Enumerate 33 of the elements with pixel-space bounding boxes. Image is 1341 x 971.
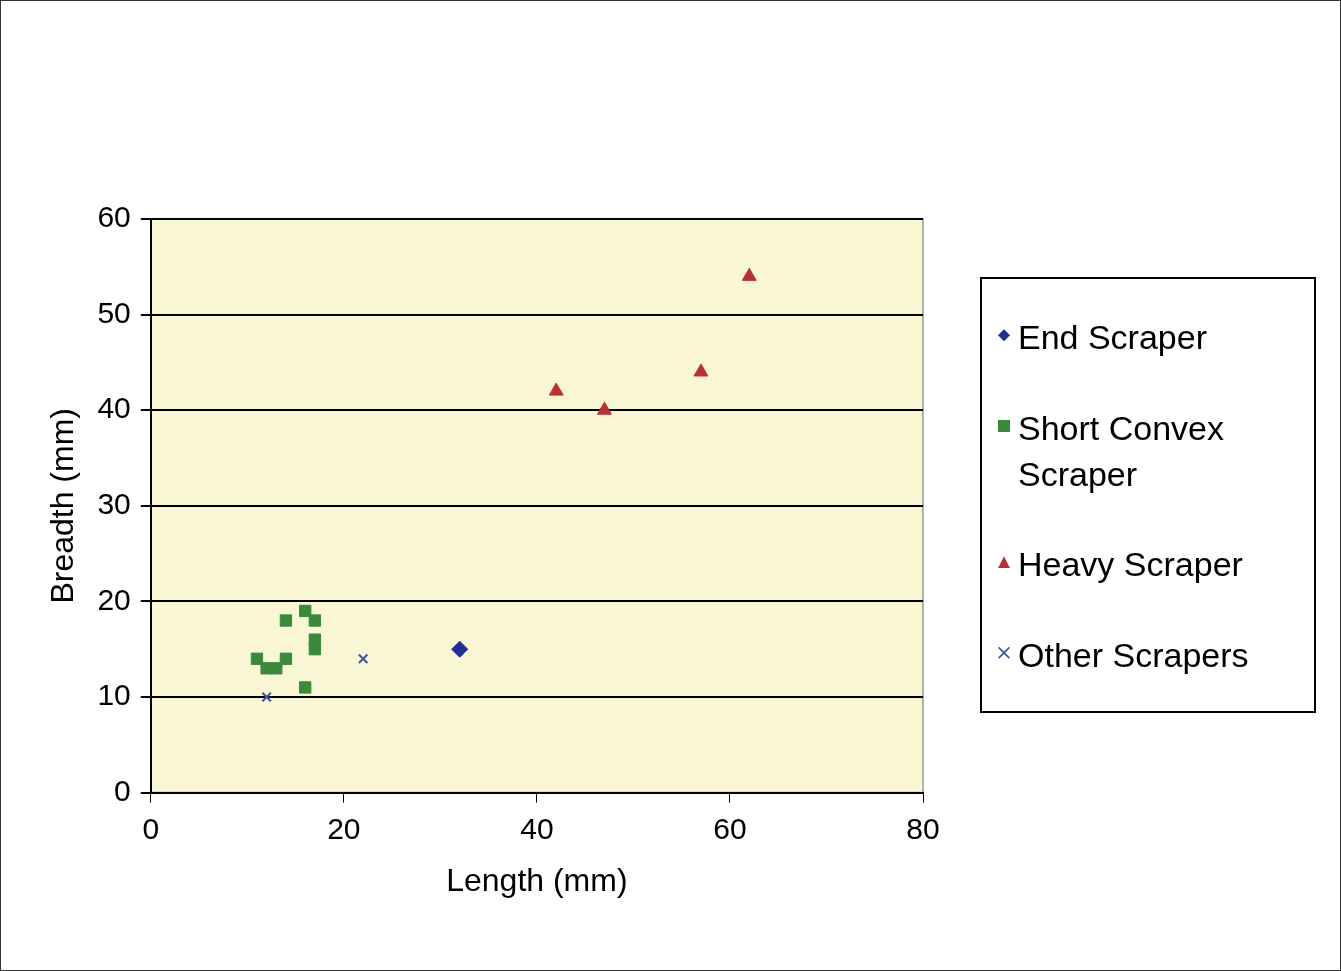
point: [548, 382, 564, 396]
legend-label: Other Scrapers: [1018, 634, 1249, 676]
y-axis-title: Breadth (mm): [44, 408, 81, 604]
x-tick-label: 0: [142, 811, 160, 845]
point: [279, 652, 293, 665]
x-tick-label: 40: [520, 811, 554, 845]
point: [270, 662, 283, 675]
y-tick-label: 20: [97, 582, 131, 616]
point: [250, 652, 264, 665]
point: [308, 614, 322, 627]
point: [597, 401, 612, 415]
point: [299, 681, 312, 694]
x-axis-title: Length (mm): [446, 861, 628, 898]
x-tick-label: 60: [713, 811, 747, 845]
x-tick-label: 80: [906, 811, 940, 845]
legend-label: End Scraper: [1018, 317, 1207, 359]
y-tick-label: 30: [97, 487, 131, 521]
point: [308, 643, 322, 656]
point: [357, 653, 369, 664]
y-tick-label: 60: [97, 200, 131, 234]
point: [693, 363, 709, 377]
point: [261, 691, 272, 703]
point: [451, 640, 469, 658]
point: [299, 604, 312, 618]
legend-label: Heavy Scraper: [1018, 544, 1243, 586]
y-tick-label: 10: [97, 678, 131, 712]
point: [741, 267, 757, 281]
point: [279, 614, 293, 627]
y-tick-label: 40: [97, 391, 131, 425]
legend-label: Short Convex Scraper: [1018, 407, 1225, 495]
y-tick-label: 0: [114, 773, 131, 807]
y-tick-label: 50: [97, 295, 131, 329]
x-tick-label: 20: [327, 811, 361, 845]
